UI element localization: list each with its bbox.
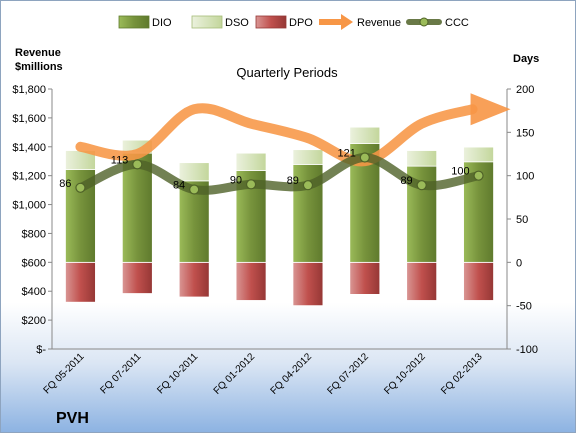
category-label: FQ 10-2012 — [382, 351, 428, 397]
legend-label-dso: DSO — [225, 17, 249, 29]
ccc-point — [359, 152, 370, 163]
dpo-bar — [65, 261, 96, 303]
ccc-point — [245, 179, 257, 190]
revenue-line — [75, 103, 478, 167]
category-label: FQ 01-2012 — [212, 351, 258, 397]
legend-label-dio: DIO — [152, 17, 172, 29]
dso-bar — [178, 162, 210, 182]
legend-swatch-dso — [191, 15, 223, 29]
dpo-bar — [463, 261, 494, 301]
ccc-point — [189, 184, 200, 195]
ccc-data-label: 100 — [451, 166, 469, 178]
left-axis-title-line1: Revenue — [15, 47, 61, 59]
left-tick-label: $- — [36, 344, 46, 356]
left-tick-label: $200 — [22, 315, 46, 327]
category-label: FQ 07-2011 — [98, 351, 143, 396]
ccc-point — [473, 170, 484, 181]
dio-bar — [121, 152, 153, 263]
legend-swatch-ccc-marker — [419, 17, 429, 27]
ccc-point — [302, 180, 314, 191]
company-name: PVH — [56, 410, 89, 427]
dso-bar — [235, 152, 267, 171]
left-tick-label: $600 — [22, 257, 46, 269]
left-tick-label: $1,800 — [12, 84, 46, 96]
category-label: FQ 07-2012 — [325, 351, 371, 397]
left-tick-label: $1,000 — [12, 200, 46, 212]
dpo-bar — [292, 261, 324, 307]
revenue-arrowhead — [470, 93, 511, 126]
left-tick-label: $1,400 — [12, 142, 46, 154]
right-tick-label: -100 — [516, 344, 538, 356]
left-tick-label: $800 — [22, 228, 46, 240]
left-tick-label: $1,600 — [12, 113, 46, 125]
dso-bar — [349, 126, 381, 144]
legend-label-dpo: DPO — [289, 17, 313, 29]
legend-label-revenue: Revenue — [357, 17, 401, 29]
dpo-bar — [121, 261, 153, 294]
ccc-data-label: 86 — [59, 178, 71, 190]
right-tick-label: 150 — [516, 127, 534, 139]
legend-label-ccc: CCC — [445, 17, 469, 29]
left-axis-title-line2: $millions — [15, 61, 63, 73]
category-label: FQ 02-2013 — [439, 351, 485, 397]
chart-subtitle: Quarterly Periods — [236, 65, 338, 80]
ccc-data-label: 121 — [337, 147, 355, 159]
ccc-data-label: 84 — [173, 180, 185, 192]
ccc-line — [75, 152, 484, 195]
dpo-bar — [178, 261, 210, 298]
dso-bar — [292, 149, 324, 165]
right-tick-label: 200 — [516, 84, 534, 96]
legend: DIO DSO DPO Revenue CCC — [118, 14, 469, 30]
right-tick-label: 0 — [516, 257, 522, 269]
ccc-data-label: 89 — [287, 175, 299, 187]
dpo-bar — [349, 261, 381, 295]
category-label: FQ 05-2011 — [42, 351, 87, 396]
category-label: FQ 10-2011 — [155, 351, 200, 396]
labels: 86 113 84 90 89 121 89 100 — [59, 147, 469, 191]
ccc-point — [75, 182, 86, 193]
lines — [75, 93, 511, 195]
ccc-data-label: 113 — [111, 154, 129, 166]
legend-swatch-revenue-head — [341, 14, 353, 30]
ccc-point — [416, 180, 427, 191]
dpo-bar — [235, 261, 267, 301]
category-label: FQ 04-2012 — [269, 351, 315, 397]
ccc-point — [132, 159, 143, 170]
dso-bar — [463, 146, 494, 163]
dso-bar — [406, 150, 438, 167]
right-tick-label: 100 — [516, 171, 534, 183]
legend-swatch-dio — [118, 15, 150, 29]
left-tick-label: $400 — [22, 286, 46, 298]
left-tick-label: $1,200 — [12, 171, 46, 183]
ccc-data-label: 89 — [400, 175, 412, 187]
ccc-data-label: 90 — [230, 174, 242, 186]
legend-swatch-dpo — [255, 15, 287, 29]
dpo-bar — [406, 261, 438, 301]
right-tick-label: -50 — [516, 301, 532, 313]
right-tick-label: 50 — [516, 214, 528, 226]
right-axis-title: Days — [513, 53, 539, 65]
